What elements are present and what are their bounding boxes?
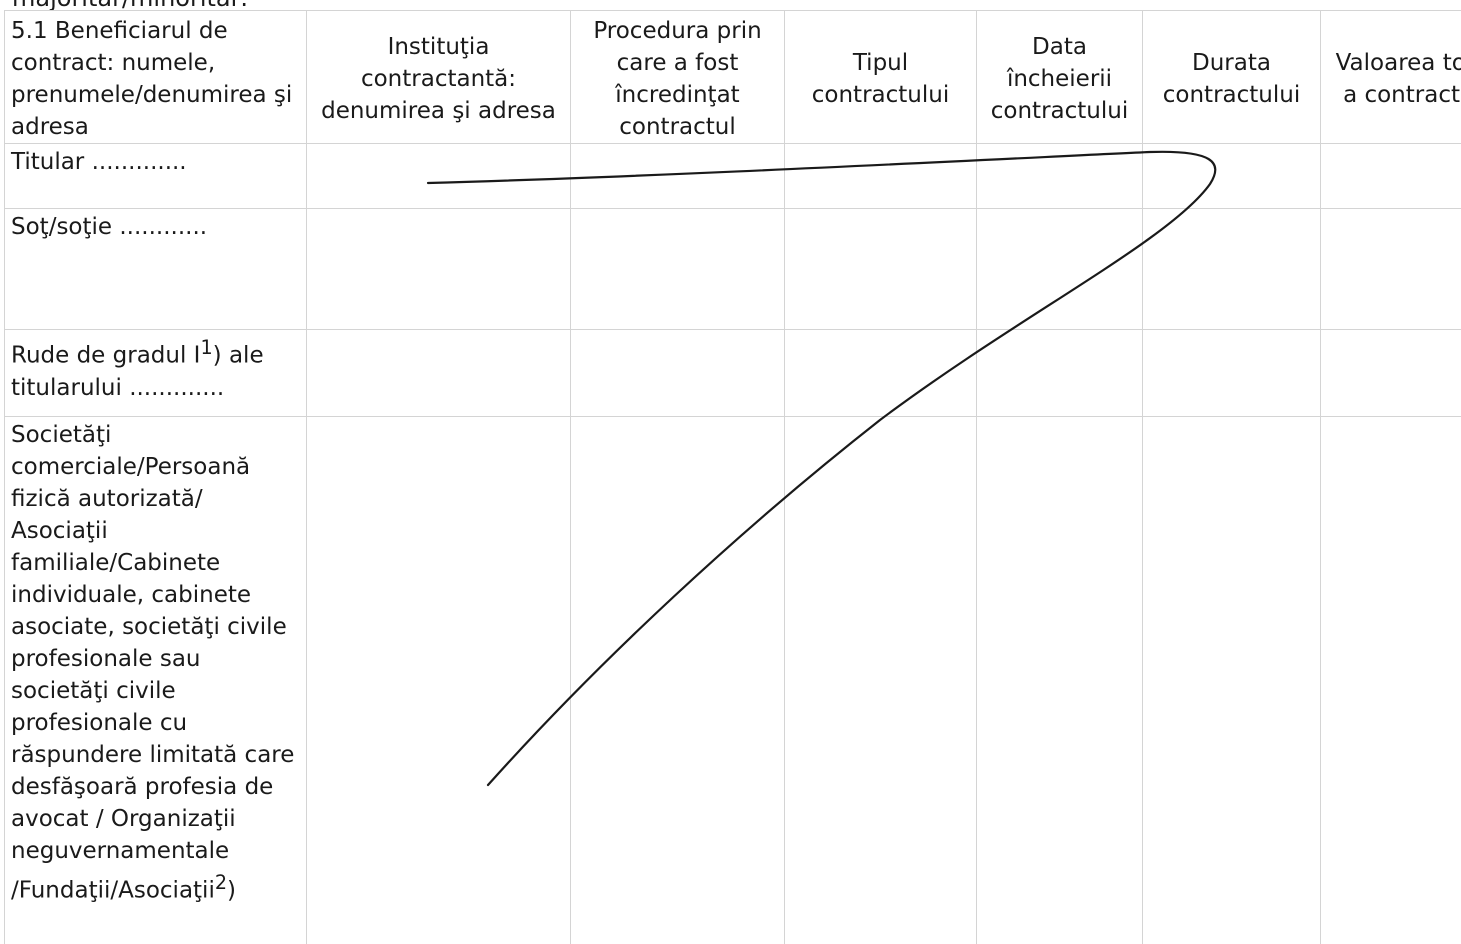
table-cell	[570, 208, 785, 330]
relatives-label-suffix: ) ale titularului .............	[11, 342, 264, 401]
table-row-companies: Societăţi comerciale/Persoană fizică aut…	[4, 416, 1461, 944]
table-cell	[1142, 329, 1321, 417]
table-cell	[976, 329, 1143, 417]
table-cell	[784, 143, 977, 209]
table-cell	[570, 143, 785, 209]
table-cell	[306, 329, 571, 417]
table-row-relatives: Rude de gradul I1) ale titularului .....…	[4, 329, 1461, 417]
relatives-label-text: Rude de gradul I	[11, 342, 201, 369]
table-cell	[1142, 208, 1321, 330]
table-cell	[1320, 329, 1461, 417]
column-header-contract-value: Valoarea totală a contractului	[1320, 10, 1461, 144]
contracts-table: 5.1 Beneficiarul de contract: numele, pr…	[4, 10, 1461, 944]
table-cell	[1142, 416, 1321, 944]
column-header-institution: Instituţia contractantă: denumirea şi ad…	[306, 10, 571, 144]
previous-line-fragment: majoritar/minoritar:	[12, 0, 248, 12]
table-cell	[1320, 416, 1461, 944]
table-cell	[306, 208, 571, 330]
table-cell	[784, 329, 977, 417]
table-cell	[976, 143, 1143, 209]
row-label-spouse: Soţ/soţie ............	[4, 208, 307, 330]
table-cell	[976, 208, 1143, 330]
column-header-contract-date: Data încheierii contractului	[976, 10, 1143, 144]
table-cell	[1320, 208, 1461, 330]
header-row: 5.1 Beneficiarul de contract: numele, pr…	[4, 10, 1461, 144]
table-cell	[784, 416, 977, 944]
row-label-titular: Titular .............	[4, 143, 307, 209]
table-cell	[1142, 143, 1321, 209]
column-header-beneficiary: 5.1 Beneficiarul de contract: numele, pr…	[4, 10, 307, 144]
row-label-companies: Societăţi comerciale/Persoană fizică aut…	[4, 416, 307, 944]
table-row-titular: Titular .............	[4, 143, 1461, 209]
companies-label-suffix: )	[227, 877, 237, 904]
table-cell	[1320, 143, 1461, 209]
column-header-contract-type: Tipul contractului	[784, 10, 977, 144]
table-cell	[570, 329, 785, 417]
table-cell	[306, 416, 571, 944]
column-header-contract-duration: Durata contractului	[1142, 10, 1321, 144]
table-cell	[570, 416, 785, 944]
footnote-marker: 1	[200, 336, 213, 359]
table-cell	[306, 143, 571, 209]
column-header-procedure: Procedura prin care a fost încredinţat c…	[570, 10, 785, 144]
table-row-spouse: Soţ/soţie ............	[4, 208, 1461, 330]
footnote-marker: 2	[214, 871, 228, 894]
table-cell	[976, 416, 1143, 944]
table-cell	[784, 208, 977, 330]
row-label-relatives: Rude de gradul I1) ale titularului .....…	[4, 329, 307, 417]
companies-label-text: Societăţi comerciale/Persoană fizică aut…	[11, 422, 295, 904]
